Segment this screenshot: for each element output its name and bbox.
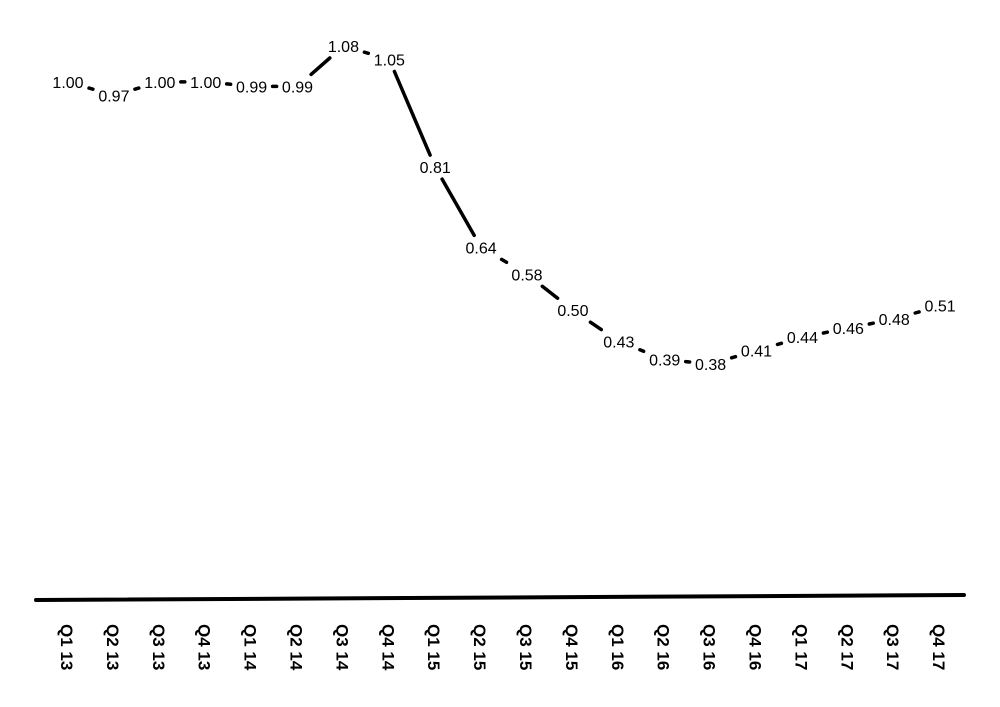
data-label: 0.99 (282, 79, 313, 96)
line-segment (729, 354, 738, 360)
line-segment (867, 321, 875, 326)
data-label: 0.50 (557, 303, 588, 320)
line-segment (638, 348, 646, 354)
data-label: 0.64 (466, 240, 497, 257)
x-tick-label: Q1 13 (57, 624, 76, 670)
x-tick-label: Q3 17 (883, 624, 902, 670)
x-tick-label: Q4 15 (562, 624, 581, 670)
line-segment (392, 69, 432, 157)
x-tick-label: Q4 14 (378, 624, 397, 671)
line-segment (440, 177, 476, 238)
data-label: 0.99 (236, 79, 267, 96)
data-label: 0.97 (98, 88, 129, 105)
x-tick-label: Q1 16 (608, 624, 627, 670)
line-segment (775, 341, 784, 347)
data-label: 0.39 (649, 353, 680, 370)
x-tick-label: Q4 16 (746, 624, 765, 670)
line-segment (87, 86, 95, 91)
data-label: 0.41 (741, 344, 772, 361)
x-tick-label: Q3 16 (700, 624, 719, 670)
line-segments (87, 50, 921, 364)
data-label: 0.81 (420, 160, 451, 177)
x-tick-label: Q4 13 (195, 624, 214, 670)
data-label: 1.00 (144, 75, 175, 92)
x-tick-label: Q1 15 (424, 624, 443, 670)
x-tick-label: Q4 17 (929, 624, 948, 670)
line-segment (913, 310, 921, 315)
data-label: 0.46 (833, 321, 864, 338)
line-segment (133, 86, 141, 91)
data-label: 1.00 (190, 75, 221, 92)
x-tick-label: Q2 15 (470, 624, 489, 670)
x-tick-label: Q3 14 (332, 624, 351, 671)
line-segment (821, 330, 830, 335)
data-label: 0.51 (925, 299, 956, 316)
data-labels: 1.00 0.97 1.00 1.00 0.99 0.99 1.08 1.05 0.81 0.64… (52, 39, 955, 374)
data-label: 1.00 (52, 75, 83, 92)
x-tick-label: Q3 13 (149, 624, 168, 670)
x-axis-line (34, 593, 966, 602)
x-tick-label: Q1 17 (791, 624, 810, 670)
line-segment (540, 284, 560, 300)
x-tick-label: Q2 13 (103, 624, 122, 670)
data-label: 0.48 (879, 312, 910, 329)
line-segment (588, 320, 604, 332)
line-segment (499, 257, 509, 265)
data-label: 0.43 (603, 335, 634, 352)
x-tick-label: Q3 15 (516, 624, 535, 670)
x-tick-label: Q2 17 (837, 624, 856, 670)
data-label: 0.44 (787, 330, 818, 347)
data-label: 1.05 (374, 53, 405, 70)
data-label: 0.38 (695, 357, 726, 374)
data-label: 1.08 (328, 39, 359, 56)
data-label: 0.58 (511, 267, 542, 284)
x-tick-label: Q2 14 (287, 624, 306, 671)
x-tick-label: Q1 14 (241, 624, 260, 671)
line-segment (309, 56, 332, 77)
line-segment (362, 50, 371, 56)
x-tick-labels: Q1 13 Q2 13 Q3 13 Q4 13 Q1 14 Q2 14 Q3 14 Q4 14… (57, 624, 948, 671)
x-tick-label: Q2 16 (654, 624, 673, 670)
